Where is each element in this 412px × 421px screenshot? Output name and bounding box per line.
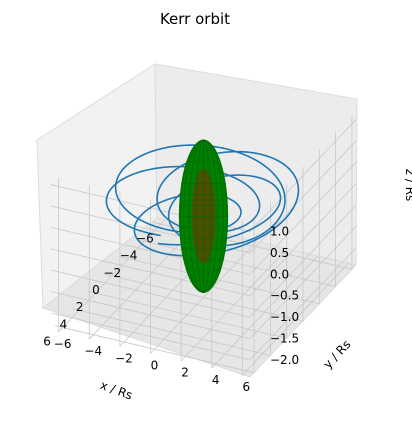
- z-tick-label: 0.0: [270, 267, 289, 281]
- grid-line: [88, 226, 196, 340]
- x-axis-label: x / Rs: [98, 378, 134, 403]
- chart-title: Kerr orbit: [160, 10, 230, 28]
- z-tick-label: −1.5: [270, 332, 299, 346]
- grid-line: [249, 119, 357, 232]
- grid-line: [50, 248, 251, 297]
- x-tick-label: 0: [92, 283, 100, 297]
- y-tick-label: −6: [54, 337, 72, 351]
- z-tick-label: 0.5: [270, 246, 289, 260]
- y-tick-label: 0: [151, 359, 159, 373]
- grid-line: [50, 269, 251, 318]
- grid-line: [50, 312, 251, 361]
- z-axis-label: z / Rs: [403, 169, 412, 202]
- grid-line: [211, 255, 319, 369]
- y-axis-label: y / Rs: [321, 337, 354, 371]
- z-tick-label: −0.5: [270, 289, 299, 303]
- horizon-sphere: [178, 139, 229, 293]
- z-tick-label: 1.0: [270, 225, 289, 239]
- z-tick-label: −2.0: [270, 353, 299, 367]
- y-tick-label: 2: [181, 366, 189, 380]
- grid-line: [242, 262, 349, 376]
- grid-line: [150, 241, 257, 354]
- grid-line: [58, 219, 165, 333]
- sphere-longitude: [179, 139, 228, 293]
- grid-line: [180, 248, 288, 362]
- x-tick-label: −6: [136, 231, 154, 245]
- x-tick-label: 4: [60, 317, 68, 331]
- y-tick-label: −4: [84, 344, 102, 358]
- y-tick-label: −2: [115, 351, 133, 365]
- grid-line: [50, 291, 251, 339]
- x-tick-label: −2: [103, 266, 121, 280]
- x-tick-label: 2: [76, 300, 84, 314]
- grid-line: [249, 204, 357, 318]
- y-tick-label: 4: [212, 373, 220, 387]
- grid-line: [249, 183, 357, 296]
- grid-line: [249, 140, 357, 254]
- grid-line: [249, 162, 357, 275]
- grid-line: [249, 226, 357, 339]
- x-tick-label: −4: [120, 249, 138, 263]
- grid-line: [249, 247, 357, 361]
- x-tick-label: 6: [43, 335, 51, 349]
- grid-lines: [50, 115, 357, 376]
- z-tick-label: −1.0: [270, 310, 299, 324]
- y-tick-label: 6: [243, 380, 251, 394]
